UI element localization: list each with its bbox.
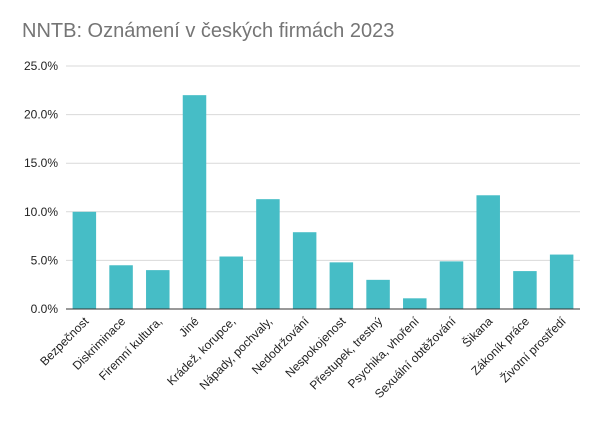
bar — [329, 262, 354, 309]
y-tick-label: 15.0% — [24, 156, 58, 170]
bar — [182, 95, 207, 309]
gridlines — [66, 65, 580, 261]
y-tick-label: 0.0% — [31, 302, 59, 316]
x-category-label: Jiné — [176, 314, 202, 340]
bar — [292, 232, 317, 309]
y-tick-label: 10.0% — [24, 205, 58, 219]
bars — [72, 95, 574, 309]
y-axis-tick-labels: 0.0% 5.0% 10.0% 15.0% 20.0% 25.0% — [24, 59, 58, 316]
y-tick-label: 5.0% — [31, 253, 59, 267]
bar — [403, 298, 427, 309]
bar — [513, 271, 537, 309]
y-tick-label: 25.0% — [24, 59, 58, 73]
bar — [146, 270, 170, 309]
bar — [256, 199, 280, 309]
bar — [219, 256, 243, 309]
bar — [72, 211, 97, 309]
bar — [439, 261, 464, 309]
chart-title: NNTB: Oznámení v českých firmách 2023 — [22, 20, 395, 42]
bar — [366, 279, 390, 309]
bar — [549, 254, 574, 309]
x-category-label: Firemní kultura, — [96, 314, 165, 383]
bar — [476, 195, 500, 309]
y-tick-label: 20.0% — [24, 108, 58, 122]
x-category-label: Šikana — [459, 313, 496, 350]
x-category-label: Životní prostředí — [497, 313, 569, 385]
bar — [109, 265, 133, 309]
